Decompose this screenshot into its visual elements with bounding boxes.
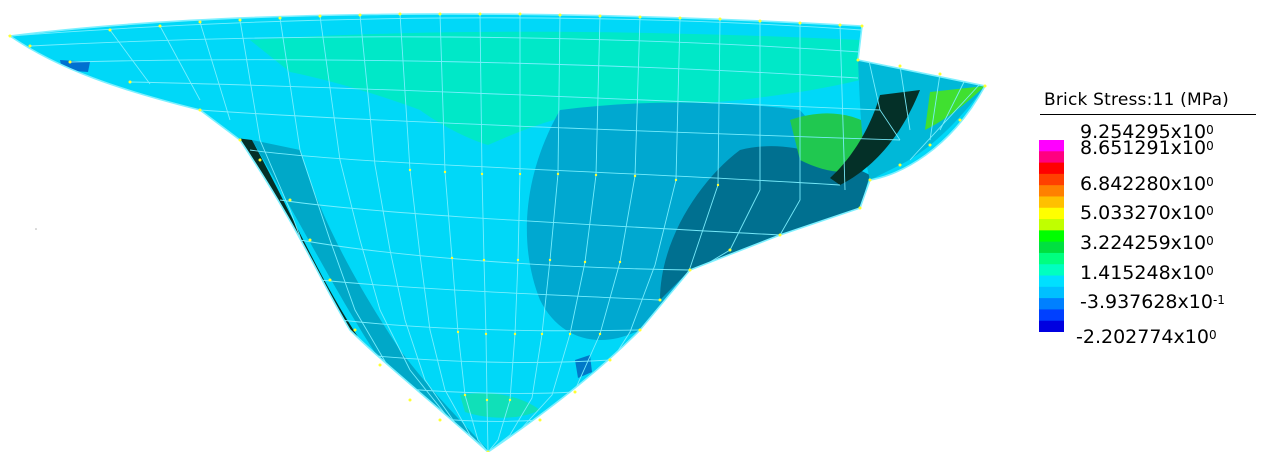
legend-title: Brick Stress:11 (MPa) xyxy=(1044,90,1230,110)
legend-band xyxy=(1039,185,1064,197)
legend-label-6: 1.415248x100 xyxy=(1080,262,1214,284)
left-flank-shade xyxy=(252,140,488,450)
legend-label-5: 3.224259x100 xyxy=(1080,232,1214,254)
legend-band xyxy=(1039,241,1064,254)
bottom-green-patch xyxy=(460,393,540,418)
legend-label-max: 9.254295x100 xyxy=(1080,121,1214,143)
mesh-outline xyxy=(7,13,987,452)
upper-stress-band xyxy=(250,31,860,145)
legend-underline xyxy=(1040,114,1256,115)
stress-legend: Brick Stress:11 (MPa) 9.254295x100 8.651… xyxy=(1036,86,1258,356)
legend-band xyxy=(1039,196,1064,209)
legend-band xyxy=(1039,320,1064,332)
legend-label-min: -2.202774x100 xyxy=(1076,326,1217,348)
legend-label-4: 5.033270x100 xyxy=(1080,202,1214,224)
mesh-nodes xyxy=(8,12,987,452)
legend-label-7: -3.937628x10-1 xyxy=(1080,291,1225,313)
legend-band xyxy=(1039,286,1064,299)
legend-band xyxy=(1039,173,1064,186)
legend-band xyxy=(1039,207,1064,220)
legend-label-3: 6.842280x100 xyxy=(1080,173,1214,195)
legend-band xyxy=(1039,230,1064,243)
legend-band xyxy=(1039,309,1064,322)
legend-color-bar xyxy=(1039,140,1064,332)
stray-dot xyxy=(35,228,37,230)
legend-band xyxy=(1039,298,1064,310)
right-crevice xyxy=(830,90,920,185)
dark-flank-right xyxy=(660,146,870,300)
mesh-body xyxy=(7,12,987,452)
legend-band xyxy=(1039,162,1064,175)
legend-band xyxy=(1039,219,1064,231)
legend-band xyxy=(1039,264,1064,277)
legend-band xyxy=(1039,252,1064,265)
legend-band xyxy=(1039,140,1064,152)
legend-band xyxy=(1039,151,1064,164)
wing-green-streak xyxy=(925,86,985,130)
legend-band xyxy=(1039,275,1064,288)
legend-label-2: 8.651291x100 xyxy=(1080,137,1214,159)
